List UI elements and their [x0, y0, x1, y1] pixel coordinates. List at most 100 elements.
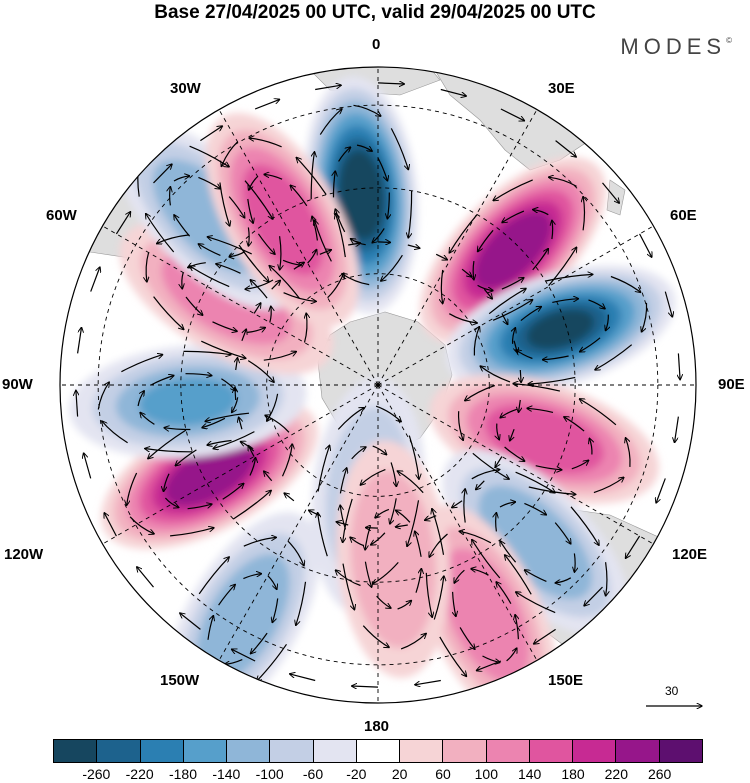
wind-arrow	[377, 242, 391, 243]
wind-arrow	[216, 264, 241, 274]
colorbar-tick: 220	[604, 766, 629, 782]
wind-arrow	[146, 214, 175, 253]
wind-arrow	[319, 250, 332, 255]
wind-arrow	[606, 314, 609, 331]
wind-arrow	[534, 628, 556, 644]
wind-arrow	[247, 328, 265, 333]
wind-arrow	[395, 525, 408, 527]
wind-arrow	[473, 327, 479, 356]
wind-arrow	[362, 625, 389, 648]
colorbar-tick: -260	[82, 766, 111, 782]
wind-arrow	[312, 216, 318, 241]
wind-arrow	[477, 284, 494, 290]
wind-arrow	[239, 417, 242, 430]
wind-arrow	[545, 274, 593, 282]
wind-arrow	[254, 99, 280, 110]
colorbar-swatch	[313, 740, 357, 762]
wind-arrow	[236, 358, 238, 371]
wind-arrow	[272, 598, 279, 622]
colorbar-tick: -140	[212, 766, 241, 782]
wind-arrow	[574, 553, 575, 572]
wind-arrow	[571, 460, 589, 470]
wind-arrow	[244, 180, 273, 220]
wind-arrow	[500, 408, 517, 418]
wind-arrow	[248, 446, 255, 457]
wind-arrow	[127, 472, 138, 505]
wind-arrow	[493, 179, 533, 201]
wind-arrow	[351, 447, 366, 460]
negative-anomaly	[445, 265, 676, 394]
wind-arrow	[432, 509, 445, 555]
vector-scale-label: 30	[665, 684, 679, 698]
wind-arrow	[514, 340, 517, 353]
wind-arrow	[335, 209, 346, 233]
wind-arrow	[390, 462, 396, 486]
wind-arrow	[267, 393, 279, 421]
wind-arrow	[315, 85, 341, 91]
wind-arrow	[235, 388, 236, 401]
wind-arrow	[524, 502, 546, 515]
wind-arrow	[381, 254, 403, 281]
wind-arrow	[372, 562, 399, 584]
wind-arrow	[408, 435, 419, 480]
meridian	[377, 384, 654, 545]
wind-arrow	[148, 429, 187, 459]
lon-label-60w: 60W	[46, 207, 77, 224]
wind-arrow	[280, 236, 281, 270]
wind-arrow	[589, 438, 592, 455]
wind-arrow	[510, 428, 515, 441]
meridian	[218, 109, 379, 386]
lon-label-30e: 30E	[548, 80, 575, 97]
colorbar-tick: 20	[391, 766, 408, 782]
wind-arrow	[433, 576, 444, 620]
colorbar-swatch	[616, 740, 660, 762]
wind-arrow	[198, 557, 229, 595]
colorbar-swatch	[659, 740, 702, 762]
wind-arrow	[318, 513, 328, 557]
wind-arrow	[425, 515, 437, 521]
wind-arrow	[293, 262, 304, 270]
wind-arrow	[145, 449, 193, 453]
positive-anomaly	[205, 112, 360, 327]
wind-arrow	[664, 291, 672, 317]
wind-arrow	[375, 405, 401, 422]
wind-arrow	[238, 244, 269, 282]
meridian	[102, 384, 379, 545]
wind-arrow	[520, 369, 521, 383]
wind-arrow	[440, 88, 467, 97]
wind-arrow	[515, 615, 518, 640]
wind-arrow	[222, 483, 244, 500]
wind-arrow	[121, 355, 162, 373]
wind-arrow	[153, 296, 184, 330]
wind-arrow	[488, 289, 526, 315]
colorbar-tick: 140	[517, 766, 542, 782]
wind-arrow	[501, 313, 508, 324]
colorbar-swatch	[270, 740, 314, 762]
wind-arrow	[77, 327, 82, 354]
wind-arrow	[319, 109, 342, 135]
colorbar	[53, 739, 703, 763]
wind-arrow	[675, 416, 679, 443]
colorbar-swatch	[356, 740, 401, 762]
wind-arrow	[336, 522, 349, 525]
wind-arrow	[249, 176, 259, 191]
wind-arrow	[602, 182, 620, 203]
wind-arrow	[375, 508, 390, 518]
colorbar-swatch	[400, 740, 444, 762]
wind-arrow	[435, 253, 447, 259]
wind-arrow	[247, 198, 253, 223]
brand-logo: MODES©	[620, 34, 732, 60]
wind-arrow	[182, 272, 183, 289]
wind-arrow	[290, 674, 316, 682]
wind-arrow	[366, 528, 379, 529]
graticule	[60, 67, 696, 703]
colorbar-swatch	[140, 740, 184, 762]
wind-arrow	[500, 108, 525, 121]
wind-arrow	[519, 399, 521, 412]
wind-arrow	[372, 445, 387, 455]
wind-arrow	[473, 261, 474, 280]
wind-arrow	[352, 686, 379, 687]
wind-arrow	[137, 567, 154, 588]
wind-arrow	[243, 574, 261, 580]
